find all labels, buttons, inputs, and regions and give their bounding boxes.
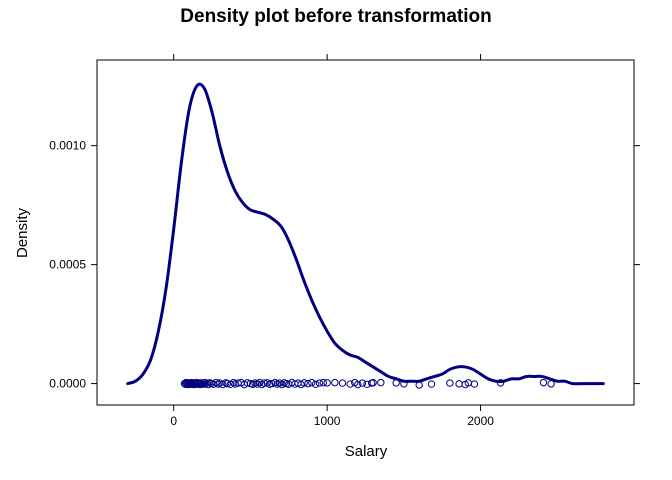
rug-point — [300, 379, 308, 387]
rug-point — [214, 380, 222, 388]
rug-point — [319, 378, 328, 387]
rug-point — [304, 379, 312, 388]
x-tick-label: 0 — [170, 414, 177, 428]
rug-point — [377, 378, 385, 387]
y-tick-label: 0.0000 — [49, 377, 86, 391]
rug-point — [346, 380, 354, 388]
density-curve — [126, 82, 605, 386]
rug-point — [354, 380, 362, 389]
rug-point — [255, 378, 264, 387]
x-tick-label: 2000 — [467, 414, 494, 428]
rug-point — [315, 379, 324, 387]
rug-point — [358, 379, 367, 387]
rug-point — [455, 380, 463, 388]
y-axis-ticks: 0.0000 0.0005 0.0010 — [49, 139, 640, 391]
chart-title: Density plot before transformation — [180, 6, 491, 27]
rug-point — [243, 379, 252, 387]
x-axis-ticks: 0 1000 2000 — [170, 54, 494, 428]
x-tick-label: 1000 — [314, 414, 341, 428]
rug-point — [260, 379, 268, 387]
rug-point — [199, 380, 207, 388]
rug-point — [203, 379, 211, 387]
rug-point — [427, 380, 436, 388]
rug-point — [539, 378, 548, 387]
rug-point — [331, 378, 339, 387]
rug-point — [204, 380, 212, 389]
rug-point — [308, 378, 316, 387]
rug-point — [446, 379, 454, 387]
rug-point — [278, 380, 286, 389]
plot-frame — [96, 59, 635, 406]
y-axis-label: Density — [14, 207, 31, 258]
rug-point — [268, 379, 276, 388]
x-axis-label: Salary — [345, 443, 388, 460]
rug-point — [229, 378, 238, 387]
rug-point — [470, 380, 479, 388]
rug-point — [311, 380, 320, 388]
rug-point — [369, 378, 377, 387]
y-tick-label: 0.0005 — [49, 258, 86, 272]
rug-point — [338, 379, 347, 387]
rug-point — [323, 379, 331, 387]
y-tick-label: 0.0010 — [49, 139, 86, 153]
rug-point — [363, 380, 371, 388]
